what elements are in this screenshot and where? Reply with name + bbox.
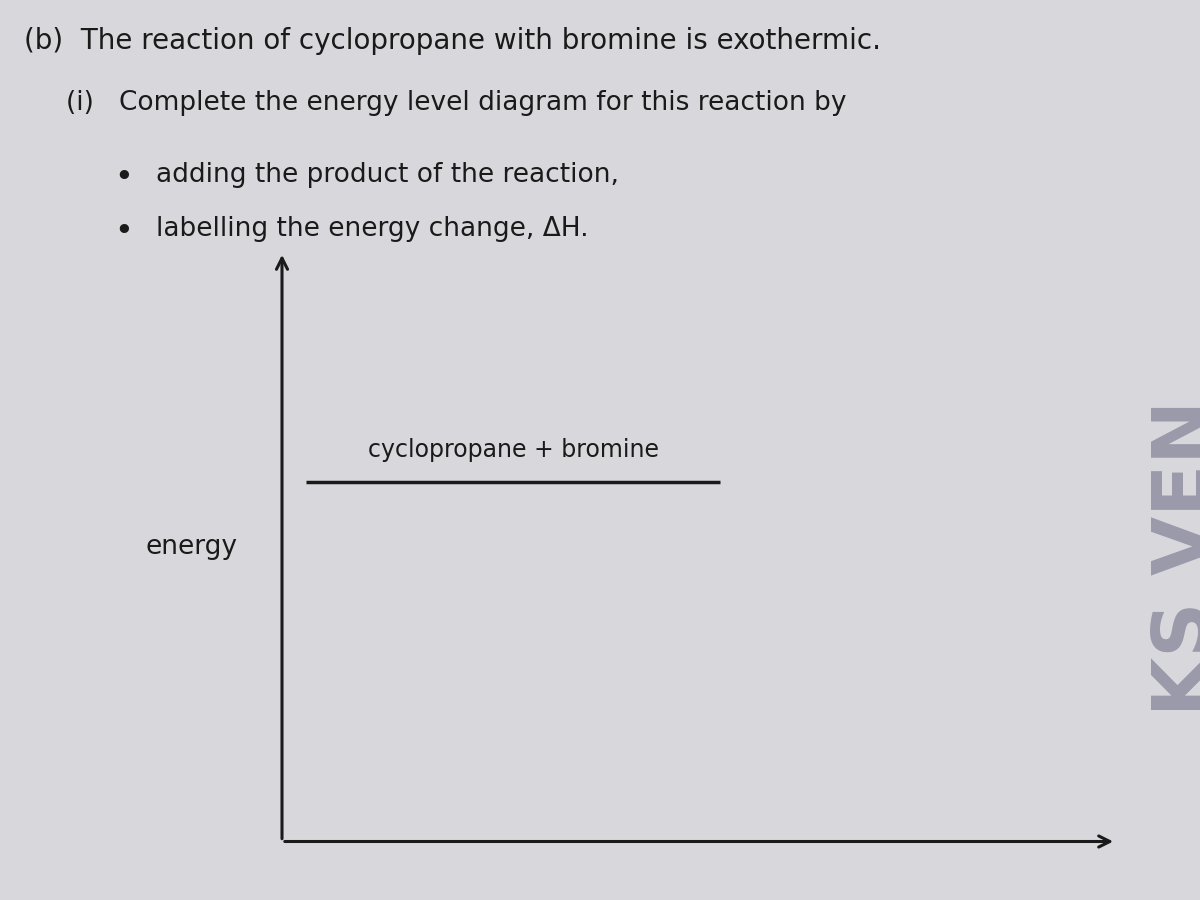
Text: adding the product of the reaction,: adding the product of the reaction, [156, 162, 619, 188]
Text: labelling the energy change, ΔH.: labelling the energy change, ΔH. [156, 216, 589, 242]
Text: •: • [114, 162, 133, 193]
Text: •: • [114, 216, 133, 247]
Text: cyclopropane + bromine: cyclopropane + bromine [367, 437, 659, 462]
Text: KS VEN: KS VEN [1150, 400, 1200, 716]
Text: (i)   Complete the energy level diagram for this reaction by: (i) Complete the energy level diagram fo… [66, 90, 846, 116]
Text: energy: energy [146, 534, 238, 560]
Text: (b)  The reaction of cyclopropane with bromine is exothermic.: (b) The reaction of cyclopropane with br… [24, 27, 881, 55]
